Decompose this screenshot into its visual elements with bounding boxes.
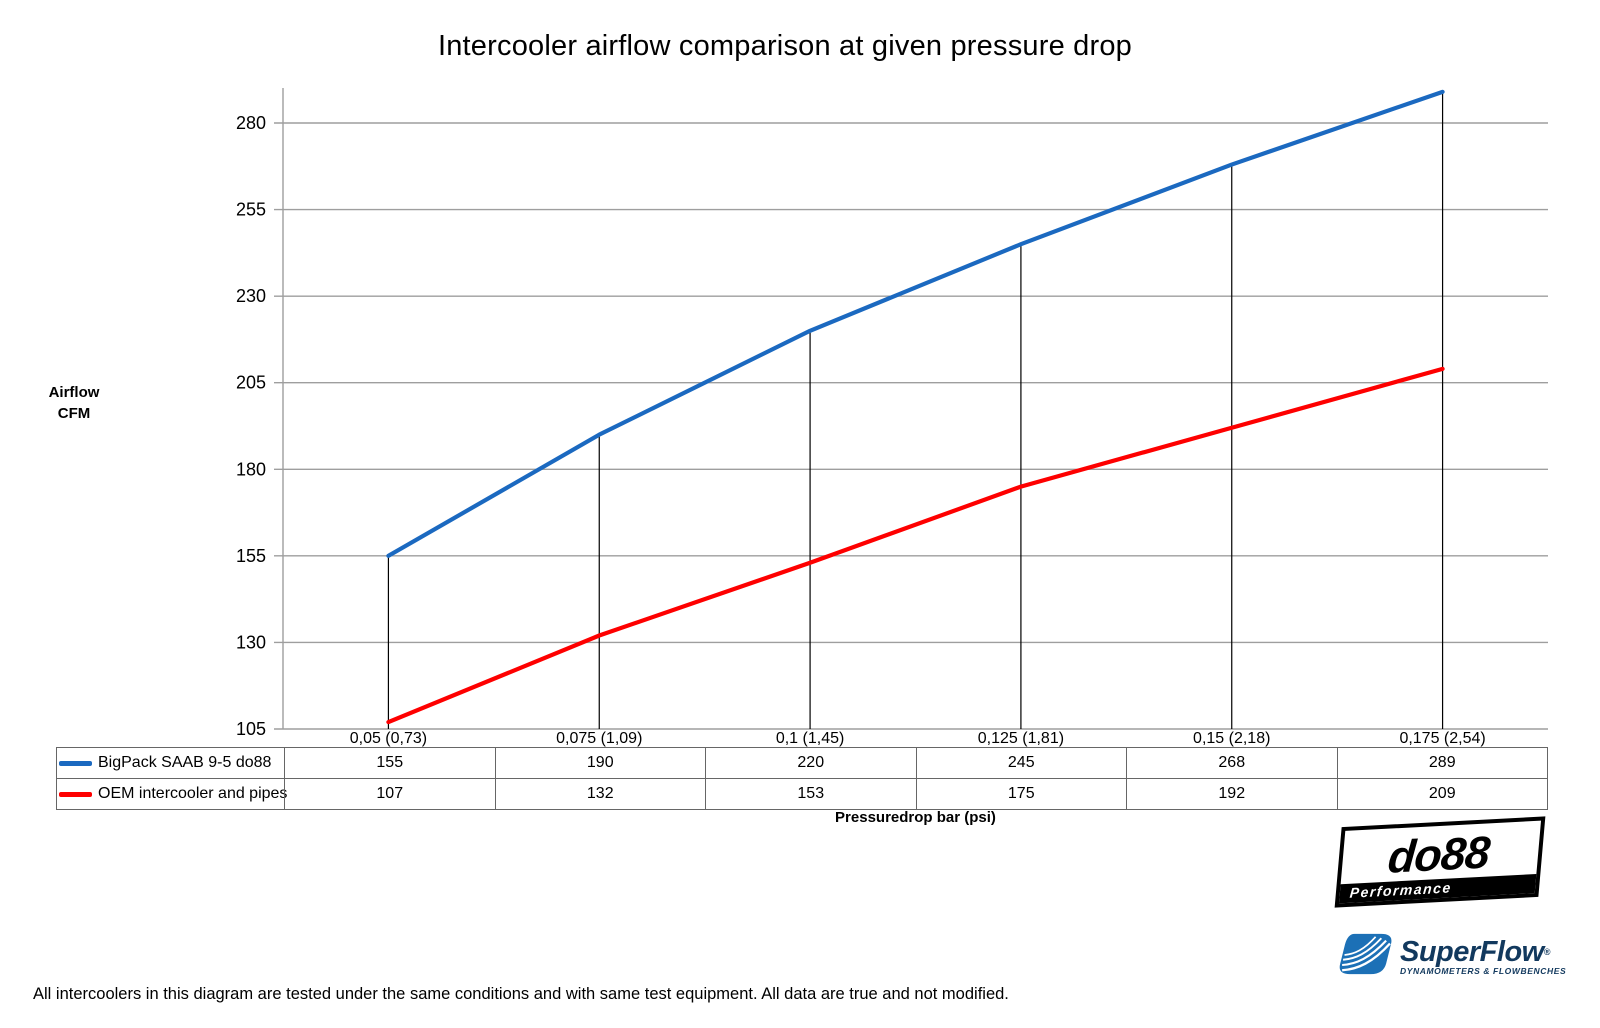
y-tick-label: 155 (236, 546, 266, 566)
chart-plot-area: 105 130 155 180 205 230 255 280 0,05 (0,73) 0,075… (236, 88, 1548, 747)
table-value-cell: 190 (494, 748, 706, 778)
table-value-cell: 289 (1336, 748, 1548, 778)
x-tick-label: 0,05 (0,73) (350, 730, 427, 747)
legend-line-swatch (59, 791, 92, 797)
superflow-swoosh-icon (1339, 933, 1392, 975)
superflow-logo: SuperFlow® DYNAMOMETERS & FLOWBENCHES (1338, 932, 1566, 976)
legend-series-name: BigPack SAAB 9-5 do88 (98, 754, 272, 771)
legend-cell: OEM intercooler and pipes (57, 779, 288, 809)
table-value-cell: 155 (284, 748, 495, 778)
y-axis-title: Airflow CFM (36, 382, 112, 424)
legend-line-swatch (59, 760, 92, 766)
superflow-logo-textblock: SuperFlow® DYNAMOMETERS & FLOWBENCHES (1400, 932, 1567, 977)
table-value-cell: 209 (1336, 779, 1548, 809)
y-tick-label: 180 (236, 459, 266, 479)
y-tick-label: 130 (236, 632, 266, 652)
series-line-0 (386, 89, 1445, 558)
x-tick-label: 0,075 (1,09) (556, 730, 642, 747)
do88-logo-box: do88 Performance (1334, 816, 1546, 908)
superflow-logo-text: SuperFlow® (1400, 936, 1551, 968)
superflow-trademark: ® (1543, 947, 1551, 957)
table-value-cell: 107 (284, 779, 495, 809)
x-tick-label: 0,15 (2,18) (1193, 730, 1270, 747)
chart-title: Intercooler airflow comparison at given … (437, 30, 1133, 62)
data-table: BigPack SAAB 9-5 do88 155 190 220 245 268 289 O… (56, 747, 1548, 810)
do88-logo: do88 Performance (1334, 816, 1546, 908)
y-axis-title-line1: Airflow (48, 384, 100, 401)
y-axis-title-line2: CFM (57, 405, 91, 422)
table-row: BigPack SAAB 9-5 do88 155 190 220 245 268 289 (57, 748, 1547, 778)
y-tick-label: 230 (236, 286, 266, 306)
table-value-cell: 192 (1126, 779, 1337, 809)
table-value-cell: 153 (705, 779, 916, 809)
table-value-cell: 220 (705, 748, 916, 778)
table-value-cell: 268 (1126, 748, 1337, 778)
x-tick-label: 0,175 (2,54) (1399, 730, 1485, 747)
table-value-cell: 132 (494, 779, 706, 809)
x-tick-label: 0,1 (1,45) (776, 730, 844, 747)
x-tick-label: 0,125 (1,81) (978, 730, 1064, 747)
table-value-cell: 175 (915, 779, 1127, 809)
legend-series-name: OEM intercooler and pipes (98, 785, 288, 802)
legend-cell: BigPack SAAB 9-5 do88 (57, 748, 284, 778)
superflow-logo-subtext: DYNAMOMETERS & FLOWBENCHES (1400, 966, 1567, 976)
y-tick-label: 105 (236, 719, 266, 739)
disclaimer-text: All intercoolers in this diagram are tes… (33, 985, 1009, 1003)
table-row: OEM intercooler and pipes 107 132 153 175 192… (57, 778, 1547, 809)
x-axis-title: Pressuredrop bar (psi) (835, 809, 996, 826)
table-value-cell: 245 (915, 748, 1127, 778)
y-tick-label: 255 (236, 200, 266, 220)
y-tick-label: 280 (236, 113, 266, 133)
series-line-1 (386, 366, 1445, 725)
y-tick-label: 205 (236, 373, 266, 393)
